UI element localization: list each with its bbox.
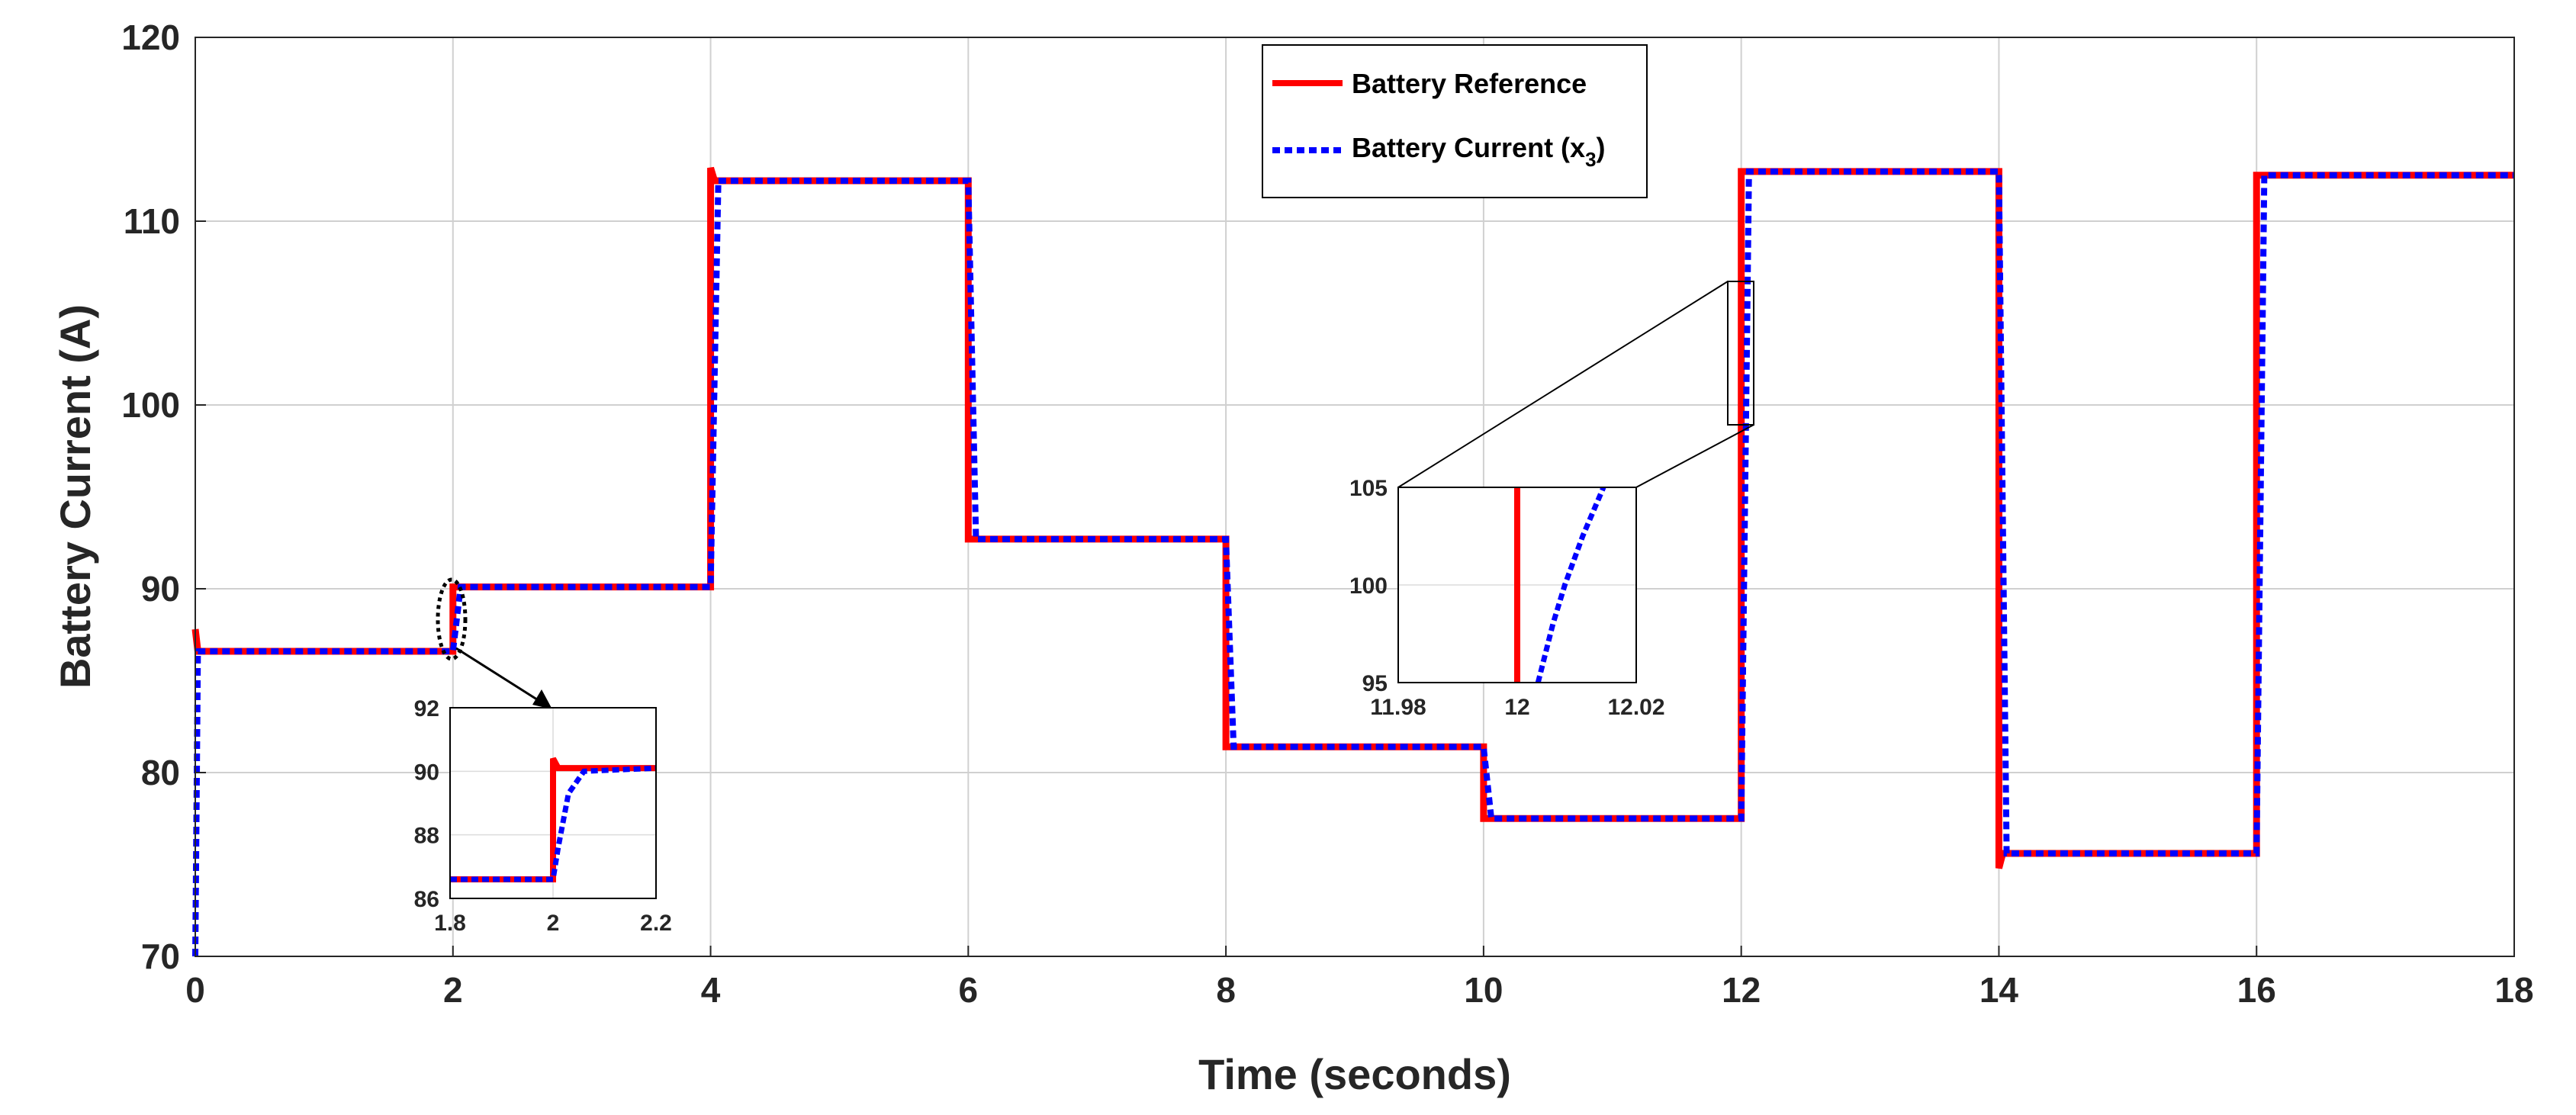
- legend-current-label-sub: 3: [1585, 148, 1596, 171]
- x-tick-label: 2: [443, 970, 463, 1010]
- zoom-marker-ellipse: [436, 577, 468, 661]
- inset-layer: 1.8 2 2.2 86 88 90 92 11.98 12 12.02 95 100 105: [414, 476, 1665, 936]
- legend-reference-label: Battery Reference: [1352, 68, 1587, 99]
- legend-box: [1262, 44, 1648, 198]
- x-tick-label: 16: [2237, 970, 2276, 1010]
- inset-x-tick-label: 12: [1504, 695, 1529, 720]
- inset-x-tick-label: 1.8: [434, 911, 466, 936]
- inset-y-tick-label: 88: [414, 824, 439, 849]
- plot-frame: [195, 37, 2515, 957]
- inset-x-tick-label: 11.98: [1370, 695, 1426, 720]
- zoom-connector-right: [1635, 424, 1754, 488]
- inset-y-tick-label: 105: [1349, 476, 1388, 501]
- y-tick-label: 70: [141, 937, 180, 976]
- tick-labels: 0 2 4 6 8 10 12 14 16 18 70 80 90 100 110 120: [121, 18, 2533, 1010]
- y-tick-label: 120: [121, 18, 180, 57]
- zoom-arrow-line: [455, 647, 548, 708]
- x-axis-label: Time (seconds): [1198, 1050, 1511, 1098]
- inset-current-line: [1535, 487, 1606, 683]
- inset-current-line: [450, 765, 656, 882]
- inset-chart-1: 1.8 2 2.2 86 88 90 92: [414, 696, 672, 936]
- x-tick-label: 12: [1722, 970, 1761, 1010]
- inset-chart-2: 11.98 12 12.02 95 100 105: [1349, 476, 1665, 720]
- zoom-connector-left: [1397, 281, 1729, 488]
- inset-x-tick-label: 12.02: [1607, 695, 1664, 720]
- inset-border: [1397, 487, 1637, 683]
- y-tick-label: 80: [141, 753, 180, 792]
- x-tick-label: 14: [1979, 970, 2019, 1010]
- legend-current-label-close: ): [1597, 132, 1606, 163]
- x-tick-label: 18: [2494, 970, 2533, 1010]
- legend: Battery Reference Battery Current (x3): [1262, 44, 1648, 198]
- inset-border: [449, 707, 657, 899]
- inset-y-tick-label: 100: [1349, 574, 1388, 599]
- inset-x-tick-label: 2: [547, 911, 560, 936]
- legend-current-label: Battery Current (x3): [1352, 132, 1606, 171]
- inset-y-tick-label: 86: [414, 887, 439, 912]
- x-tick-label: 10: [1464, 970, 1503, 1010]
- inset-y-tick-label: 90: [414, 760, 439, 785]
- y-tick-label: 110: [124, 201, 180, 241]
- legend-current-label-main: Battery Current (x: [1352, 132, 1585, 163]
- x-tick-label: 6: [959, 970, 979, 1010]
- inset-y-tick-label: 95: [1362, 671, 1388, 696]
- y-axis-label: Battery Current (A): [51, 304, 99, 689]
- y-tick-label: 100: [121, 385, 180, 425]
- inset-x-tick-label: 2.2: [640, 911, 672, 936]
- x-tick-label: 0: [185, 970, 205, 1010]
- zoom-arrow-head: [532, 689, 552, 709]
- y-tick-label: 90: [141, 569, 180, 609]
- x-tick-label: 8: [1216, 970, 1236, 1010]
- inset-y-tick-label: 92: [414, 696, 439, 721]
- x-tick-label: 4: [701, 970, 721, 1010]
- zoom-marker-rect: [1727, 281, 1754, 426]
